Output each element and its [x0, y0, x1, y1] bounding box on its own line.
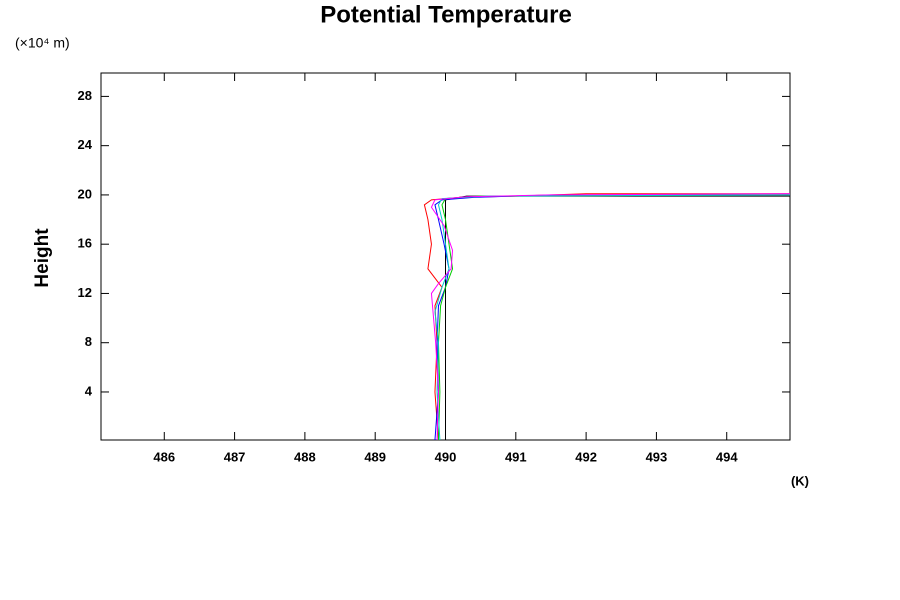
profile-line	[437, 194, 791, 441]
profile-line	[445, 195, 790, 440]
x-tick-label: 490	[435, 449, 457, 464]
y-tick-label: 20	[78, 186, 92, 201]
x-tick-label: 491	[505, 449, 527, 464]
profile-line	[430, 193, 791, 441]
x-unit: (K)	[791, 473, 809, 488]
x-tick-label: 486	[153, 449, 175, 464]
x-tick-label: 492	[575, 449, 597, 464]
y-tick-label: 8	[85, 334, 92, 349]
x-tick-label: 489	[364, 449, 386, 464]
y-label: Height	[32, 228, 53, 288]
x-tick-label: 494	[716, 449, 738, 464]
y-tick-label: 4	[85, 383, 93, 398]
x-tick-label: 493	[646, 449, 668, 464]
y-tick-label: 28	[78, 88, 92, 103]
y-unit: (×10⁴ m)	[15, 35, 70, 51]
profile-line	[434, 194, 791, 441]
profile-line	[423, 193, 790, 441]
profile-line	[434, 194, 791, 441]
x-tick-label: 488	[294, 449, 316, 464]
y-tick-label: 12	[78, 285, 92, 300]
chart-title: Potential Temperature	[320, 1, 572, 28]
y-tick-label: 16	[78, 236, 92, 251]
y-tick-label: 24	[78, 137, 93, 152]
x-tick-label: 487	[224, 449, 246, 464]
